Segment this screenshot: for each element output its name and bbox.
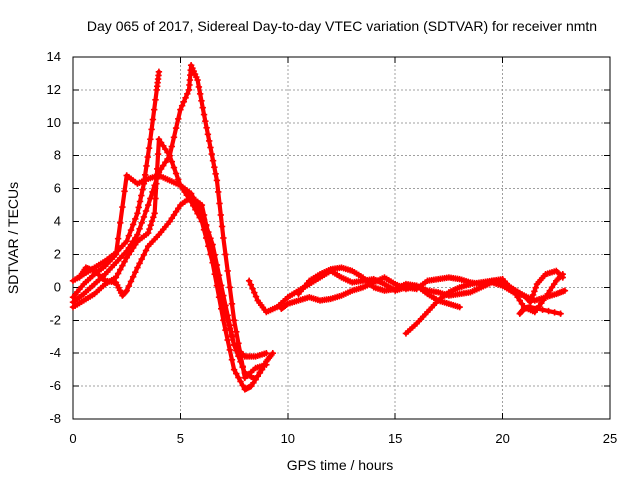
- y-tick-label-10: 10: [47, 115, 61, 130]
- axes-layer: [72, 56, 611, 420]
- x-tick-label: 5: [177, 431, 184, 446]
- x-axis-label: GPS time / hours: [287, 457, 394, 473]
- y-tick-label-neg-8: -8: [49, 411, 61, 426]
- series-3-trace-core: [71, 64, 268, 379]
- y-tick-label-12: 12: [47, 82, 61, 97]
- y-tick-label-4: 4: [54, 214, 61, 229]
- plot-frame: [72, 56, 611, 420]
- x-tick-label: 10: [281, 431, 295, 446]
- y-tick-label-6: 6: [54, 181, 61, 196]
- series-5: [76, 193, 270, 360]
- label-layer: 0 5 10 15 20 25 -8 -6 -4 -2 0 2 4 6 8 10 12 14: [47, 49, 618, 446]
- y-tick-label-neg-6: -6: [49, 378, 61, 393]
- y-tick-label-neg-4: -4: [49, 345, 61, 360]
- y-tick-label-neg-2: -2: [49, 312, 61, 327]
- x-tick-label: 25: [603, 431, 617, 446]
- y-axis-label: SDTVAR / TECUs: [5, 182, 21, 294]
- x-tick-label: 0: [69, 431, 76, 446]
- grid-layer: [73, 57, 610, 419]
- series-3: [69, 62, 270, 382]
- x-tick-label: 15: [388, 431, 402, 446]
- y-tick-label-2: 2: [54, 246, 61, 261]
- chart-title: Day 065 of 2017, Sidereal Day-to-day VTE…: [87, 18, 597, 34]
- series-8: [295, 264, 463, 311]
- series-layer: [69, 62, 569, 393]
- y-tick-label-8: 8: [54, 148, 61, 163]
- x-tick-label: 20: [495, 431, 509, 446]
- y-tick-label-14: 14: [47, 49, 61, 64]
- series-10: [516, 303, 564, 317]
- series-9: [402, 267, 566, 337]
- y-tick-label-0: 0: [54, 279, 61, 294]
